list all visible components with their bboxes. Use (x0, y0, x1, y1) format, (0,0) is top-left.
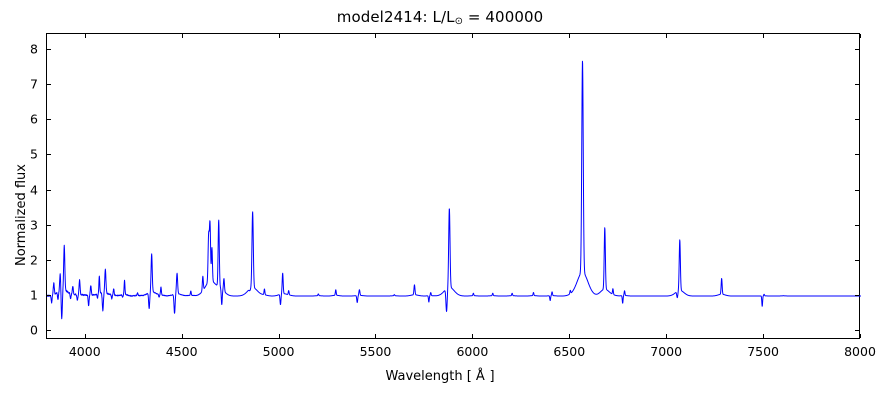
x-tick-mark (278, 34, 280, 38)
x-tick-mark (375, 334, 377, 338)
sun-symbol-icon: ⊙ (454, 15, 463, 27)
angstrom-unit: Å (475, 369, 486, 384)
x-tick-label: 7500 (747, 344, 779, 359)
x-tick-mark (84, 34, 86, 38)
x-tick-label: 6500 (553, 344, 586, 359)
x-tick-mark (181, 34, 183, 38)
y-axis-label: Normalized flux (14, 164, 29, 266)
y-tick-mark (47, 48, 51, 50)
x-tick-label: 4500 (165, 344, 198, 359)
y-tick-label: 8 (30, 41, 38, 57)
y-tick-mark (47, 224, 51, 226)
y-tick-mark (47, 84, 51, 85)
spectrum-line-plot (47, 60, 861, 320)
x-tick-mark (472, 34, 474, 38)
y-tick-label: 1 (30, 287, 38, 303)
page-title: model2414: L/L⊙ = 400000 (0, 8, 880, 27)
x-tick-label: 6000 (456, 344, 489, 359)
x-tick-label: 7000 (650, 344, 683, 359)
y-tick-mark (855, 224, 859, 226)
y-tick-label: 5 (30, 146, 38, 162)
xlabel-prefix: Wavelength [ (385, 369, 476, 384)
x-tick-mark (763, 34, 765, 38)
y-tick-mark (855, 48, 859, 50)
y-tick-mark (855, 119, 859, 121)
title-prefix: model2414: L/L (336, 8, 455, 26)
y-tick-label: 3 (30, 217, 38, 233)
y-tick-mark (855, 154, 859, 156)
title-suffix: = 400000 (463, 8, 544, 26)
x-tick-mark (569, 34, 571, 38)
y-tick-mark (47, 119, 51, 121)
x-tick-label: 5500 (359, 344, 392, 359)
x-tick-mark (278, 334, 280, 338)
y-tick-mark (47, 295, 51, 297)
x-axis-label: Wavelength [ Å ] (0, 369, 880, 384)
y-tick-mark (47, 330, 51, 332)
y-tick-mark (47, 259, 51, 261)
y-tick-mark (47, 154, 51, 156)
y-tick-label: 4 (30, 182, 38, 198)
x-tick-mark (666, 34, 668, 38)
y-tick-label: 6 (30, 111, 38, 127)
y-tick-mark (855, 330, 859, 332)
y-tick-mark (47, 189, 51, 191)
y-tick-mark (855, 295, 859, 297)
x-tick-mark (181, 334, 183, 338)
x-tick-mark (763, 334, 765, 338)
y-tick-mark (855, 259, 859, 261)
y-tick-label: 0 (30, 322, 38, 338)
y-tick-label: 2 (30, 252, 38, 268)
y-tick-mark (855, 84, 859, 85)
xlabel-suffix: ] (485, 369, 495, 384)
x-tick-mark (472, 334, 474, 338)
spectrum-data-line (47, 60, 861, 320)
x-tick-mark (375, 34, 377, 38)
y-tick-mark (855, 189, 859, 191)
x-tick-mark (860, 334, 861, 338)
x-tick-mark (84, 334, 86, 338)
x-tick-label: 4000 (68, 344, 101, 359)
plot-axes-area (46, 33, 861, 339)
x-tick-mark (666, 334, 668, 338)
y-tick-label: 7 (30, 76, 38, 92)
x-tick-label: 8000 (844, 344, 876, 359)
x-tick-label: 5000 (262, 344, 295, 359)
x-tick-mark (860, 34, 861, 38)
x-tick-mark (569, 334, 571, 338)
